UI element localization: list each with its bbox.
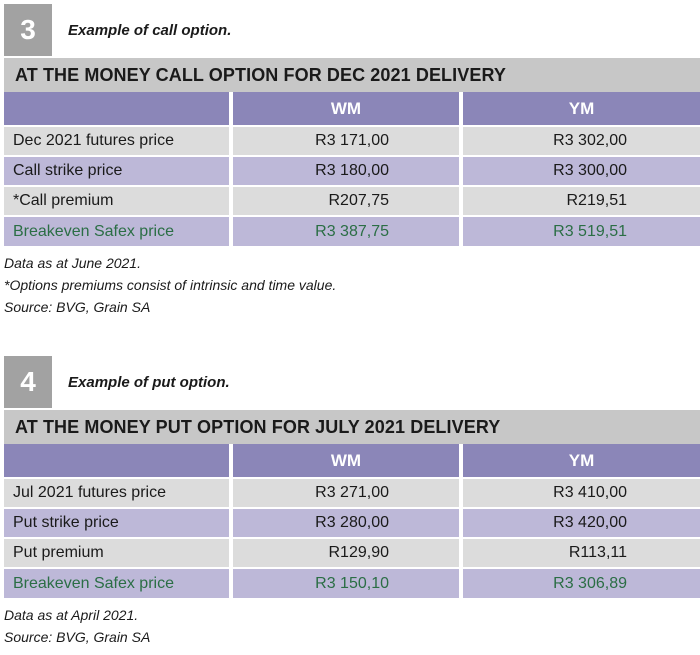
table-row: Put premium R129,90 R113,11	[4, 537, 700, 568]
ym-value: R3 410,00	[459, 477, 700, 508]
header-cell-wm: WM	[229, 92, 461, 126]
note-premium: *Options premiums consist of intrinsic a…	[4, 277, 337, 293]
wm-value: R129,90	[229, 537, 461, 568]
put-option-heading: 4 Example of put option.	[0, 352, 700, 410]
table-notes: Data as at April 2021. Source: BVG, Grai…	[4, 604, 700, 648]
table-row: Call strike price R3 180,00 R3 300,00	[4, 155, 700, 186]
header-cell-blank	[4, 92, 231, 126]
header-cell-wm: WM	[229, 444, 461, 478]
wm-value: R207,75	[229, 185, 461, 216]
figure-caption: Example of put option.	[68, 374, 230, 391]
table-header-row: WM YM	[4, 444, 700, 478]
note-source: Source: BVG, Grain SA	[4, 299, 151, 315]
ym-value: R3 519,51	[459, 215, 700, 246]
wm-value: R3 387,75	[229, 215, 461, 246]
table-header-row: WM YM	[4, 92, 700, 126]
header-cell-blank	[4, 444, 231, 478]
wm-value: R3 150,10	[229, 567, 461, 598]
table-title: AT THE MONEY PUT OPTION FOR JULY 2021 DE…	[4, 410, 700, 444]
wm-value: R3 180,00	[229, 155, 461, 186]
row-label: Call strike price	[4, 155, 231, 186]
call-option-table: WM YM Dec 2021 futures price R3 171,00 R…	[4, 92, 700, 246]
table-row: Jul 2021 futures price R3 271,00 R3 410,…	[4, 477, 700, 508]
row-label: Jul 2021 futures price	[4, 477, 231, 508]
ym-value: R3 302,00	[459, 125, 700, 156]
note-date: Data as at June 2021.	[4, 255, 141, 271]
row-label: Breakeven Safex price	[4, 567, 231, 598]
row-label: Put strike price	[4, 507, 231, 538]
breakeven-row: Breakeven Safex price R3 150,10 R3 306,8…	[4, 567, 700, 598]
figure-caption: Example of call option.	[68, 22, 232, 39]
put-option-section: 4 Example of put option. AT THE MONEY PU…	[0, 352, 700, 648]
row-label: Dec 2021 futures price	[4, 125, 231, 156]
table-row: Put strike price R3 280,00 R3 420,00	[4, 507, 700, 538]
table-row: Dec 2021 futures price R3 171,00 R3 302,…	[4, 125, 700, 156]
table-row: *Call premium R207,75 R219,51	[4, 185, 700, 216]
wm-value: R3 171,00	[229, 125, 461, 156]
ym-value: R219,51	[459, 185, 700, 216]
figure-number-badge: 4	[4, 356, 52, 408]
ym-value: R113,11	[459, 537, 700, 568]
header-cell-ym: YM	[459, 444, 700, 478]
put-option-table: WM YM Jul 2021 futures price R3 271,00 R…	[4, 444, 700, 598]
wm-value: R3 271,00	[229, 477, 461, 508]
row-label: Put premium	[4, 537, 231, 568]
ym-value: R3 306,89	[459, 567, 700, 598]
call-option-heading: 3 Example of call option.	[0, 0, 700, 58]
row-label: Breakeven Safex price	[4, 215, 231, 246]
row-label: *Call premium	[4, 185, 231, 216]
note-source: Source: BVG, Grain SA	[4, 629, 151, 645]
ym-value: R3 300,00	[459, 155, 700, 186]
table-notes: Data as at June 2021. *Options premiums …	[4, 252, 700, 318]
header-cell-ym: YM	[459, 92, 700, 126]
call-option-section: 3 Example of call option. AT THE MONEY C…	[0, 0, 700, 318]
breakeven-row: Breakeven Safex price R3 387,75 R3 519,5…	[4, 215, 700, 246]
ym-value: R3 420,00	[459, 507, 700, 538]
wm-value: R3 280,00	[229, 507, 461, 538]
table-title: AT THE MONEY CALL OPTION FOR DEC 2021 DE…	[4, 58, 700, 92]
figure-number-badge: 3	[4, 4, 52, 56]
note-date: Data as at April 2021.	[4, 607, 139, 623]
